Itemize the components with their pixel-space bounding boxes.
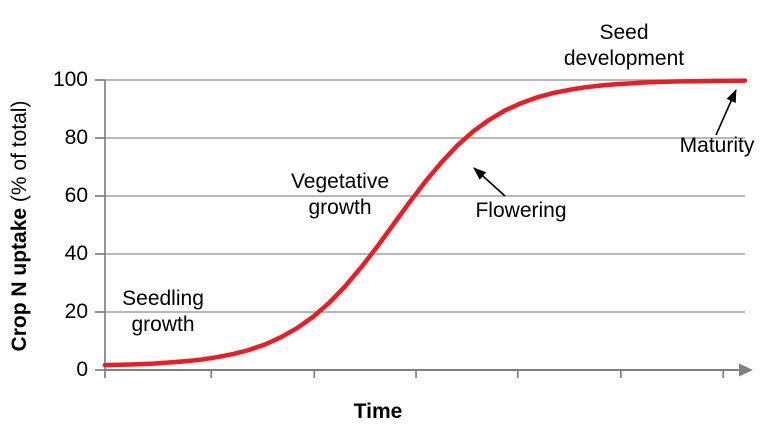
x-axis-title: Time [353, 400, 403, 423]
annotation-seedling-growth: Seedling growth [122, 287, 204, 336]
y-tick-label-0: 0 [76, 358, 88, 381]
annotation-flowering: Flowering [475, 199, 567, 222]
gridlines [105, 79, 745, 313]
annotation-vegetative-growth: Vegetative growth [290, 170, 390, 219]
y-tick-label-100: 100 [52, 68, 88, 91]
y-tick-label-60: 60 [64, 184, 88, 207]
y-tick-label-40: 40 [64, 242, 88, 265]
y-tick-label-20: 20 [64, 300, 88, 323]
flowering-annotation-arrow [473, 167, 506, 197]
n-uptake-curve [102, 78, 748, 368]
maturity-annotation-arrow [715, 89, 737, 136]
annotation-seed-development: Seed development [563, 21, 685, 70]
y-tick-label-80: 80 [64, 126, 88, 149]
axes [95, 79, 753, 378]
annotation-maturity: Maturity [679, 134, 755, 157]
y-axis-title-main: Crop N uptake [8, 207, 31, 352]
x-axis-arrowhead [739, 363, 753, 377]
